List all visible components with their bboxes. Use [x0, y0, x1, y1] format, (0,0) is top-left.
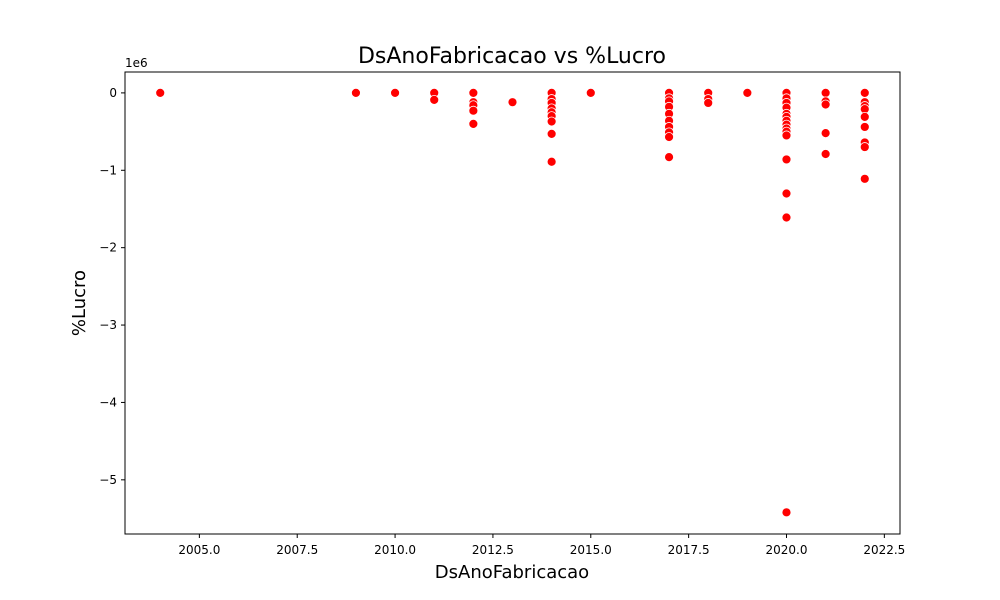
scatter-point: [859, 142, 870, 152]
scatter-point: [546, 156, 557, 167]
x-tick-label: 2017.5: [668, 543, 710, 557]
y-tick-label: −2: [99, 241, 117, 255]
scatter-point: [429, 94, 440, 105]
scatter-point: [820, 149, 831, 159]
y-tick-label: 0: [109, 86, 117, 100]
scatter-point: [859, 87, 870, 98]
x-tick-label: 2022.5: [863, 543, 905, 557]
scatter-point: [781, 507, 792, 518]
x-tick-label: 2007.5: [276, 543, 318, 557]
y-tick-label: −4: [99, 395, 117, 409]
scatter-point: [703, 98, 714, 108]
scatter-point: [390, 87, 400, 98]
scatter-point: [546, 116, 557, 127]
scatter-point: [859, 111, 870, 122]
scatter-point: [664, 132, 674, 142]
x-tick-label: 2012.5: [472, 543, 514, 557]
x-axis: 2005.0 2007.5 2010.0 2012.5 2015.0 2017.5 2020…: [178, 534, 905, 557]
x-tick-label: 2015.0: [570, 543, 612, 557]
scatter-point: [664, 152, 674, 163]
scatter-point: [820, 128, 831, 139]
x-tick-label: 2020.0: [765, 543, 807, 557]
x-tick-label: 2010.0: [374, 543, 416, 557]
scatter-point: [155, 87, 166, 98]
x-tick-label: 2005.0: [178, 543, 220, 557]
scatter-point: [859, 173, 870, 184]
scatter-point: [585, 87, 596, 98]
scatter-point: [781, 212, 792, 223]
scatter-point: [468, 118, 479, 129]
scatter-point: [468, 87, 479, 98]
scatter-point: [781, 130, 792, 141]
plot-area: [155, 87, 870, 518]
scatter-point: [781, 154, 792, 165]
plot-frame: [124, 71, 901, 535]
scatter-point: [820, 99, 831, 110]
y-axis: 0 −1 −2 −3 −4 −5: [99, 86, 125, 487]
y-tick-label: −1: [99, 163, 117, 177]
chart-title: DsAnoFabricacao vs %Lucro: [358, 44, 666, 69]
scatter-point: [859, 122, 870, 132]
y-tick-label: −5: [99, 473, 117, 487]
scatter-point: [781, 188, 792, 199]
scatter-point: [546, 129, 557, 139]
y-offset-label: 1e6: [125, 56, 148, 70]
scatter-point: [742, 87, 753, 98]
scatter-point: [351, 87, 361, 98]
y-axis-label: %Lucro: [69, 270, 90, 336]
scatter-point: [507, 97, 518, 108]
scatter-point: [468, 105, 479, 116]
scatter-point: [820, 87, 831, 98]
x-axis-label: DsAnoFabricacao: [435, 562, 589, 583]
y-tick-label: −3: [99, 318, 117, 332]
